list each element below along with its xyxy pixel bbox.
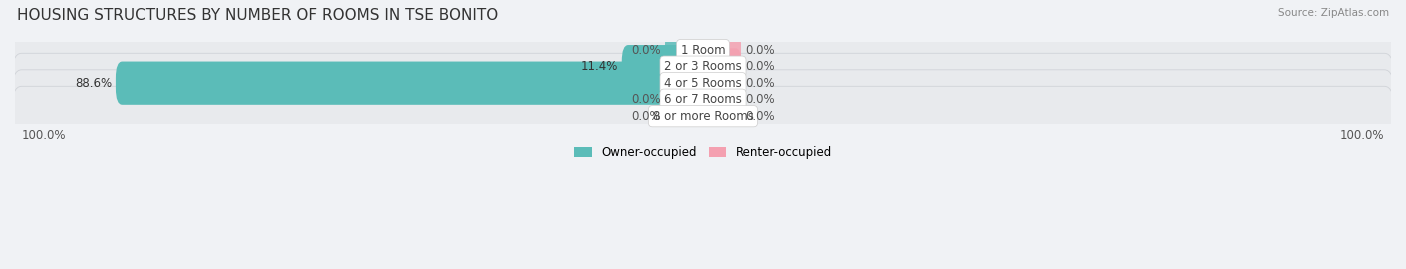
Text: 0.0%: 0.0%	[745, 44, 775, 57]
Text: 2 or 3 Rooms: 2 or 3 Rooms	[664, 60, 742, 73]
FancyBboxPatch shape	[115, 62, 710, 105]
FancyBboxPatch shape	[11, 53, 1395, 113]
FancyBboxPatch shape	[697, 32, 741, 69]
Text: 0.0%: 0.0%	[631, 44, 661, 57]
Text: HOUSING STRUCTURES BY NUMBER OF ROOMS IN TSE BONITO: HOUSING STRUCTURES BY NUMBER OF ROOMS IN…	[17, 8, 498, 23]
FancyBboxPatch shape	[11, 86, 1395, 146]
FancyBboxPatch shape	[11, 37, 1395, 97]
FancyBboxPatch shape	[697, 48, 741, 85]
Text: 100.0%: 100.0%	[1340, 129, 1385, 141]
Text: 4 or 5 Rooms: 4 or 5 Rooms	[664, 77, 742, 90]
FancyBboxPatch shape	[697, 98, 741, 134]
Legend: Owner-occupied, Renter-occupied: Owner-occupied, Renter-occupied	[569, 141, 837, 164]
FancyBboxPatch shape	[621, 45, 710, 88]
Text: 0.0%: 0.0%	[631, 110, 661, 123]
FancyBboxPatch shape	[665, 98, 709, 134]
Text: 100.0%: 100.0%	[21, 129, 66, 141]
Text: 11.4%: 11.4%	[581, 60, 619, 73]
Text: 0.0%: 0.0%	[631, 93, 661, 106]
FancyBboxPatch shape	[665, 81, 709, 118]
Text: 0.0%: 0.0%	[745, 60, 775, 73]
FancyBboxPatch shape	[11, 20, 1395, 80]
Text: 8 or more Rooms: 8 or more Rooms	[652, 110, 754, 123]
FancyBboxPatch shape	[665, 32, 709, 69]
FancyBboxPatch shape	[697, 65, 741, 101]
Text: 0.0%: 0.0%	[745, 93, 775, 106]
Text: 1 Room: 1 Room	[681, 44, 725, 57]
FancyBboxPatch shape	[11, 70, 1395, 130]
FancyBboxPatch shape	[697, 81, 741, 118]
Text: 6 or 7 Rooms: 6 or 7 Rooms	[664, 93, 742, 106]
Text: Source: ZipAtlas.com: Source: ZipAtlas.com	[1278, 8, 1389, 18]
Text: 0.0%: 0.0%	[745, 77, 775, 90]
Text: 88.6%: 88.6%	[76, 77, 112, 90]
Text: 0.0%: 0.0%	[745, 110, 775, 123]
